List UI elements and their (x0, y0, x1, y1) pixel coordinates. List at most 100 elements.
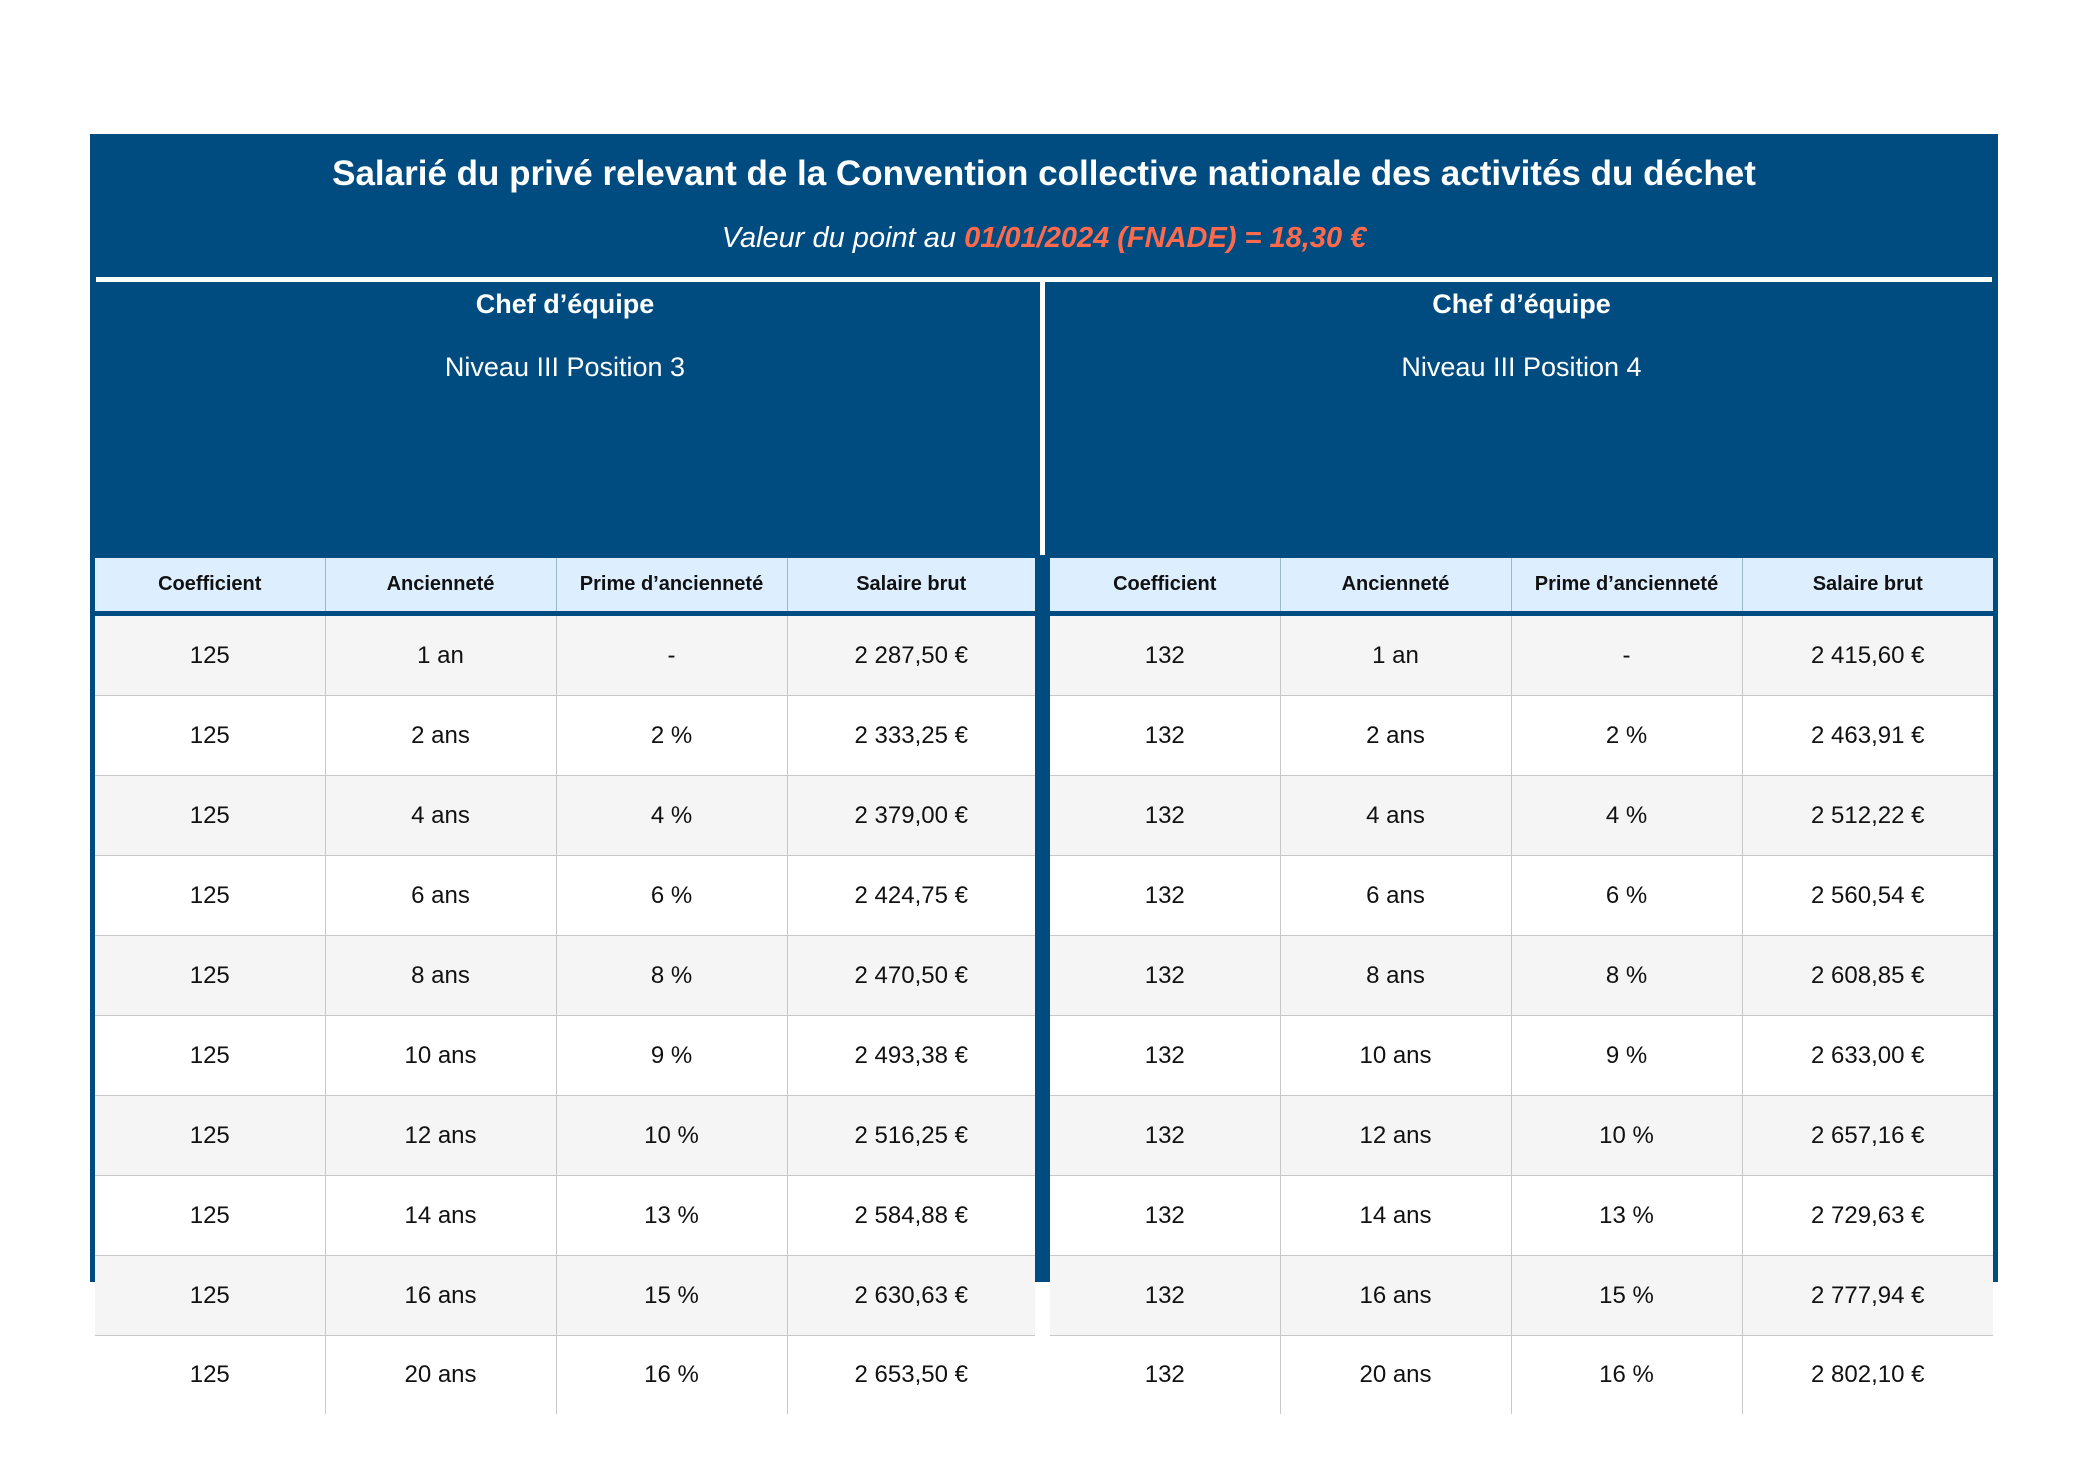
anciennete-header: Ancienneté (1280, 558, 1512, 614)
anciennete-cell: 1 an (1280, 613, 1512, 696)
anciennete-cell: 2 ans (1280, 695, 1512, 776)
coefficient-cell: 125 (95, 935, 326, 1016)
salaire-cell: 2 777,94 € (1742, 1255, 1993, 1336)
coefficient-cell: 132 (1050, 855, 1281, 936)
salaire-cell: 2 653,50 € (787, 1335, 1035, 1414)
table-row: 132 10 ans 9 % 2 633,00 € (1050, 1015, 1993, 1096)
salaire-cell: 2 516,25 € (787, 1095, 1035, 1176)
prime-cell: 10 % (1511, 1095, 1743, 1176)
prime-cell: 15 % (556, 1255, 788, 1336)
salaire-cell: 2 415,60 € (1742, 613, 1993, 696)
prime-cell: 8 % (556, 935, 788, 1016)
anciennete-cell: 1 an (325, 613, 557, 696)
table-row: 125 2 ans 2 % 2 333,25 € (95, 695, 1035, 776)
salaire-header: Salaire brut (1742, 558, 1993, 614)
anciennete-cell: 14 ans (325, 1175, 557, 1256)
section-title-right: Chef d’équipe (1432, 289, 1611, 319)
prime-cell: 6 % (556, 855, 788, 936)
anciennete-cell: 10 ans (325, 1015, 557, 1096)
table-row: 125 12 ans 10 % 2 516,25 € (95, 1095, 1035, 1176)
coefficient-cell: 132 (1050, 775, 1281, 856)
section-subtitle-right: Niveau III Position 4 (1401, 352, 1642, 382)
table-row: 125 14 ans 13 % 2 584,88 € (95, 1175, 1035, 1256)
point-value-line: Valeur du point au 01/01/2024 (FNADE) = … (90, 222, 1998, 255)
prime-cell: 2 % (1511, 695, 1743, 776)
salaire-cell: 2 287,50 € (787, 613, 1035, 696)
salaire-cell: 2 560,54 € (1742, 855, 1993, 936)
section-divider (1040, 282, 1045, 555)
coefficient-cell: 125 (95, 1015, 326, 1096)
salaire-cell: 2 379,00 € (787, 775, 1035, 856)
salary-grid-frame: Salarié du privé relevant de la Conventi… (90, 134, 1998, 1414)
coefficient-cell: 132 (1050, 1255, 1281, 1336)
salaire-cell: 2 630,63 € (787, 1255, 1035, 1336)
anciennete-cell: 4 ans (325, 775, 557, 856)
table-row: 132 20 ans 16 % 2 802,10 € (1050, 1335, 1993, 1414)
prime-cell: 15 % (1511, 1255, 1743, 1336)
anciennete-cell: 8 ans (1280, 935, 1512, 1016)
salaire-cell: 2 657,16 € (1742, 1095, 1993, 1176)
prime-cell: - (1511, 613, 1743, 696)
anciennete-cell: 20 ans (1280, 1335, 1512, 1414)
table-row: 132 2 ans 2 % 2 463,91 € (1050, 695, 1993, 776)
anciennete-cell: 12 ans (1280, 1095, 1512, 1176)
salaire-cell: 2 463,91 € (1742, 695, 1993, 776)
anciennete-cell: 16 ans (1280, 1255, 1512, 1336)
prime-cell: - (556, 613, 788, 696)
point-value-highlight: 01/01/2024 (FNADE) = 18,30 € (964, 222, 1367, 254)
prime-cell: 16 % (556, 1335, 788, 1414)
prime-header: Prime d’ancienneté (1511, 558, 1743, 614)
table-row: 125 16 ans 15 % 2 630,63 € (95, 1255, 1035, 1336)
prime-cell: 6 % (1511, 855, 1743, 936)
table-row: 132 1 an -2 415,60 € (1050, 613, 1993, 696)
salaire-cell: 2 633,00 € (1742, 1015, 1993, 1096)
salaire-cell: 2 608,85 € (1742, 935, 1993, 1016)
banner-divider (96, 277, 1992, 282)
anciennete-cell: 6 ans (325, 855, 557, 936)
table-row: 125 20 ans 16 % 2 653,50 € (95, 1335, 1035, 1414)
prime-cell: 13 % (556, 1175, 788, 1256)
anciennete-cell: 14 ans (1280, 1175, 1512, 1256)
table-row: 125 6 ans 6 % 2 424,75 € (95, 855, 1035, 936)
table-divider (1040, 555, 1045, 1282)
section-title-left: Chef d’équipe (475, 289, 655, 319)
coefficient-cell: 125 (95, 613, 326, 696)
coefficient-cell: 125 (95, 1255, 326, 1336)
coefficient-cell: 132 (1050, 1095, 1281, 1176)
coefficient-cell: 125 (95, 775, 326, 856)
anciennete-cell: 10 ans (1280, 1015, 1512, 1096)
coefficient-cell: 125 (95, 1175, 326, 1256)
coefficient-cell: 125 (95, 1335, 326, 1414)
table-row: 132 8 ans 8 % 2 608,85 € (1050, 935, 1993, 1016)
salaire-cell: 2 493,38 € (787, 1015, 1035, 1096)
table-row: 132 6 ans 6 % 2 560,54 € (1050, 855, 1993, 936)
salaire-cell: 2 470,50 € (787, 935, 1035, 1016)
salaire-cell: 2 512,22 € (1742, 775, 1993, 856)
coefficient-cell: 125 (95, 695, 326, 776)
anciennete-header: Ancienneté (325, 558, 557, 614)
table-row: 132 16 ans 15 % 2 777,94 € (1050, 1255, 1993, 1336)
table-header-row: Coefficient Ancienneté Prime d’ancienneté S… (95, 558, 1035, 614)
section-subtitle-left: Niveau III Position 3 (444, 352, 686, 382)
coefficient-cell: 132 (1050, 1335, 1281, 1414)
prime-cell: 16 % (1511, 1335, 1743, 1414)
table-row: 125 8 ans 8 % 2 470,50 € (95, 935, 1035, 1016)
prime-cell: 8 % (1511, 935, 1743, 1016)
prime-header: Prime d’ancienneté (556, 558, 788, 614)
table-row: 132 12 ans 10 % 2 657,16 € (1050, 1095, 1993, 1176)
coefficient-cell: 132 (1050, 935, 1281, 1016)
anciennete-cell: 4 ans (1280, 775, 1512, 856)
anciennete-cell: 16 ans (325, 1255, 557, 1336)
coefficient-cell: 125 (95, 1095, 326, 1176)
salaire-cell: 2 584,88 € (787, 1175, 1035, 1256)
point-value-label: Valeur du point au (721, 222, 957, 254)
coefficient-cell: 132 (1050, 613, 1281, 696)
prime-cell: 4 % (1511, 775, 1743, 856)
anciennete-cell: 2 ans (325, 695, 557, 776)
prime-cell: 9 % (1511, 1015, 1743, 1096)
salaire-cell: 2 424,75 € (787, 855, 1035, 936)
coefficient-header: Coefficient (95, 558, 326, 614)
coefficient-cell: 125 (95, 855, 326, 936)
table-row: 125 4 ans 4 % 2 379,00 € (95, 775, 1035, 856)
prime-cell: 13 % (1511, 1175, 1743, 1256)
